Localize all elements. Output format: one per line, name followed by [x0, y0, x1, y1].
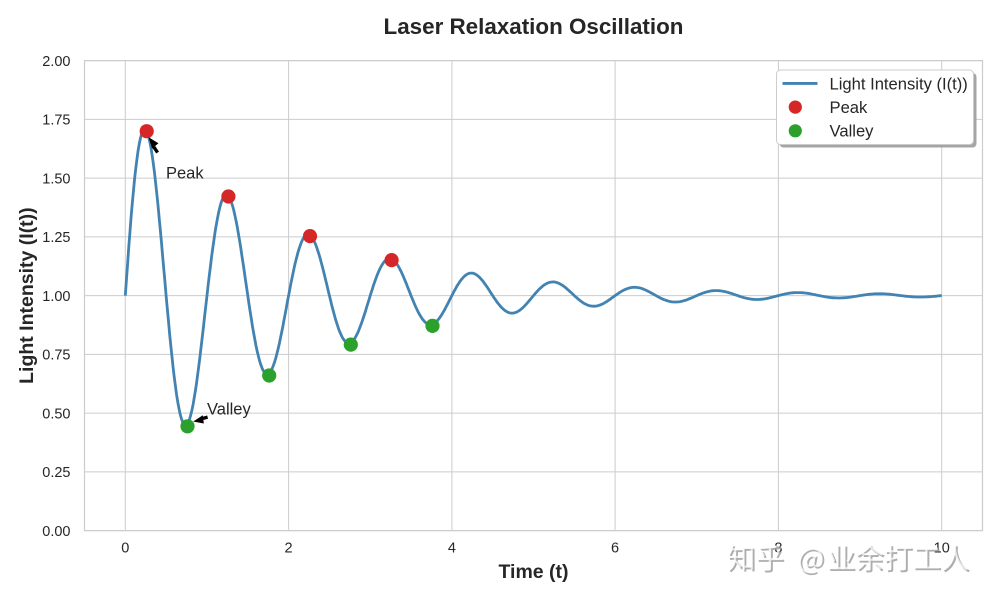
svg-text:6: 6	[611, 541, 619, 557]
svg-text:0.00: 0.00	[42, 524, 70, 540]
svg-text:1.25: 1.25	[42, 230, 70, 246]
svg-text:Light Intensity (I(t)): Light Intensity (I(t))	[16, 207, 38, 384]
svg-text:0.50: 0.50	[42, 406, 70, 422]
svg-text:2: 2	[285, 541, 293, 557]
svg-text:4: 4	[448, 541, 456, 557]
svg-text:0.75: 0.75	[42, 348, 70, 364]
svg-text:Valley: Valley	[830, 122, 875, 141]
svg-text:1.75: 1.75	[42, 113, 70, 129]
svg-text:0: 0	[121, 541, 129, 557]
svg-text:Peak: Peak	[830, 98, 869, 117]
svg-text:1.00: 1.00	[42, 289, 70, 305]
svg-text:1.50: 1.50	[42, 171, 70, 187]
svg-text:Peak: Peak	[166, 165, 204, 183]
svg-text:Valley: Valley	[207, 401, 251, 419]
svg-text:Time (t): Time (t)	[498, 561, 568, 583]
svg-text:10: 10	[934, 541, 950, 557]
svg-text:0.25: 0.25	[42, 465, 70, 481]
svg-text:Light Intensity (I(t)): Light Intensity (I(t))	[830, 74, 968, 93]
svg-text:2.00: 2.00	[42, 54, 70, 70]
svg-text:Laser Relaxation Oscillation: Laser Relaxation Oscillation	[384, 14, 684, 39]
